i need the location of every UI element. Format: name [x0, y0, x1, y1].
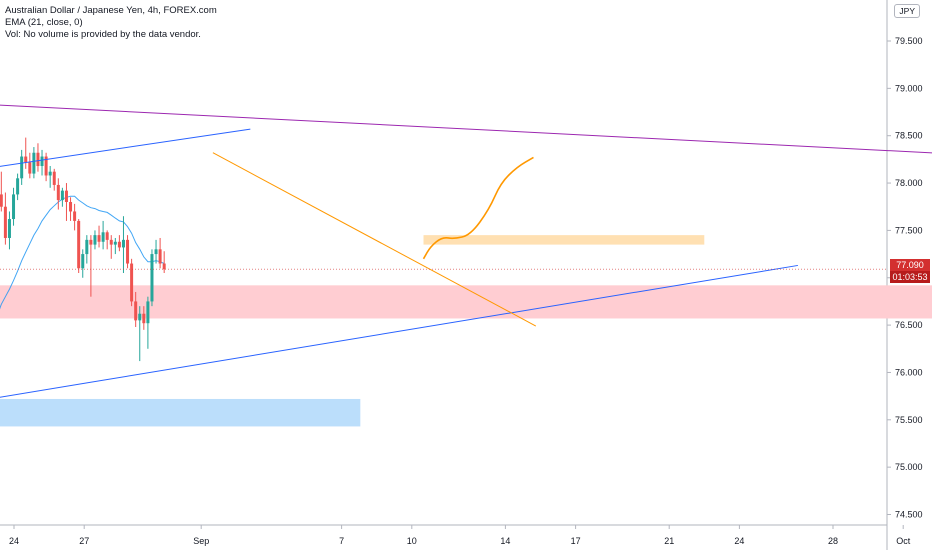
bar-countdown-tag: 01:03:53	[890, 271, 930, 283]
candle-body	[73, 211, 77, 221]
ema-indicator-label[interactable]: EMA (21, close, 0)	[5, 17, 83, 28]
descending-trend-line	[212, 152, 537, 327]
time-tick-label: 28	[828, 536, 838, 546]
candle-body	[138, 313, 142, 321]
time-tick-label: Sep	[193, 536, 209, 546]
projected-path	[422, 156, 534, 260]
candle-body	[12, 194, 16, 220]
candle-body	[142, 313, 146, 324]
candle-body	[158, 249, 162, 264]
price-tick-label: 78.500	[895, 131, 923, 141]
support-zone	[0, 285, 932, 319]
candle-body	[69, 201, 73, 212]
time-tick-label: Oct	[896, 536, 911, 546]
candle-body	[97, 235, 101, 242]
upper-channel-line	[0, 128, 251, 167]
price-tick-label: 75.000	[895, 462, 923, 472]
candle-body	[85, 239, 89, 255]
demand-zone	[0, 398, 361, 427]
candle-body	[60, 190, 64, 201]
candle-body	[32, 152, 36, 174]
candle-body	[24, 156, 28, 163]
time-tick-label: 27	[79, 536, 89, 546]
candle-body	[40, 156, 44, 167]
price-tick-label: 75.500	[895, 415, 923, 425]
volume-indicator-label[interactable]: Vol: No volume is provided by the data v…	[5, 29, 201, 40]
candle-body	[28, 162, 32, 174]
time-tick-label: 10	[407, 536, 417, 546]
candle-body	[44, 156, 48, 176]
price-tick-label: 74.500	[895, 510, 923, 520]
candle-body	[81, 254, 85, 269]
candle-body	[52, 171, 56, 185]
currency-badge[interactable]: JPY	[894, 4, 920, 18]
time-tick-label: 17	[571, 536, 581, 546]
candle-body	[101, 232, 105, 242]
candle-body	[20, 156, 24, 179]
ema-21-line	[0, 195, 165, 310]
time-tick-label: 7	[339, 536, 344, 546]
candle-body	[150, 254, 154, 302]
price-tick-label: 79.500	[895, 36, 923, 46]
candle-body	[162, 263, 166, 270]
candle-body	[126, 239, 130, 264]
candle-body	[105, 232, 109, 240]
candle-body	[16, 178, 20, 195]
purple-resistance-line	[0, 104, 932, 154]
candle-body	[0, 194, 3, 207]
candle-body	[117, 241, 121, 248]
candle-body	[64, 190, 68, 202]
resistance-zone	[423, 235, 705, 245]
price-tick-label: 78.000	[895, 178, 923, 188]
candle-body	[134, 301, 138, 321]
candle-body	[56, 184, 60, 201]
candle-body	[93, 235, 97, 245]
price-tick-label: 77.500	[895, 225, 923, 235]
lower-trend-line	[0, 264, 798, 398]
candle-body	[154, 249, 158, 255]
candle-body	[113, 241, 117, 245]
price-tick-label: 76.500	[895, 320, 923, 330]
price-tick-label: 79.000	[895, 83, 923, 93]
candle-body	[48, 171, 52, 176]
time-tick-label: 24	[734, 536, 744, 546]
candle-body	[89, 239, 93, 245]
last-price-tag: 77.090	[890, 259, 930, 271]
candle-body	[3, 206, 7, 238]
symbol-title: Australian Dollar / Japanese Yen, 4h, FO…	[5, 5, 217, 16]
candle-body	[109, 239, 113, 245]
time-tick-label: 14	[500, 536, 510, 546]
candle-body	[121, 239, 125, 248]
candle-body	[7, 219, 11, 238]
candle-body	[77, 220, 81, 269]
time-tick-label: 24	[9, 536, 19, 546]
chart-legend: Australian Dollar / Japanese Yen, 4h, FO…	[5, 5, 217, 41]
candle-body	[36, 152, 40, 167]
candle-body	[130, 263, 134, 302]
time-tick-label: 21	[664, 536, 674, 546]
candle-body	[146, 301, 150, 324]
price-tick-label: 76.000	[895, 367, 923, 377]
